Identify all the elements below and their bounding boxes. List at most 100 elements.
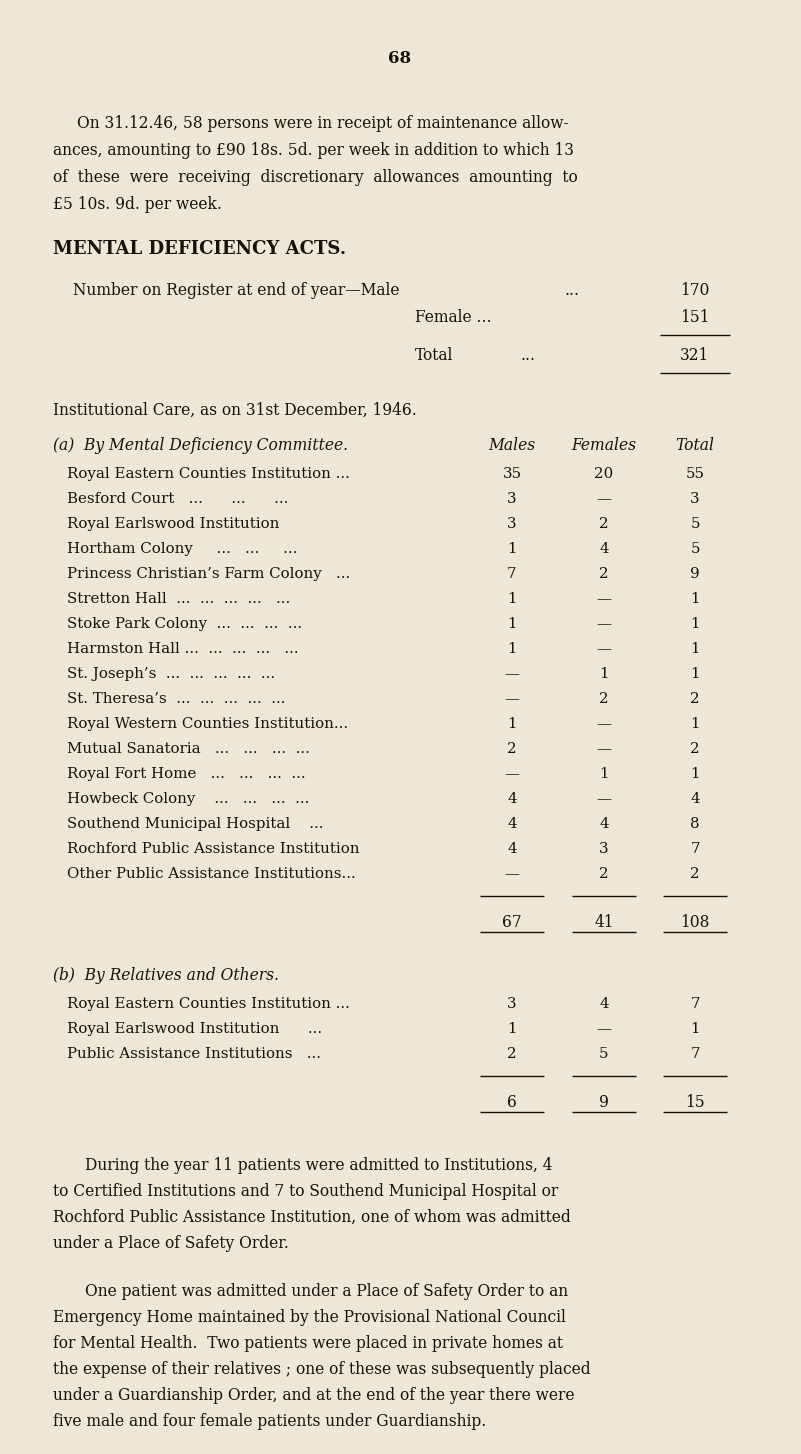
Text: 1: 1 xyxy=(690,643,700,656)
Text: Total: Total xyxy=(675,438,714,454)
Text: 2: 2 xyxy=(690,742,700,756)
Text: St. Joseph’s  ...  ...  ...  ...  ...: St. Joseph’s ... ... ... ... ... xyxy=(67,667,275,680)
Text: Royal Western Counties Institution...: Royal Western Counties Institution... xyxy=(67,717,348,731)
Text: 68: 68 xyxy=(388,49,412,67)
Text: 4: 4 xyxy=(507,842,517,856)
Text: —: — xyxy=(597,1022,611,1037)
Text: 2: 2 xyxy=(599,567,609,582)
Text: 1: 1 xyxy=(507,643,517,656)
Text: 3: 3 xyxy=(690,491,700,506)
Text: St. Theresa’s  ...  ...  ...  ...  ...: St. Theresa’s ... ... ... ... ... xyxy=(67,692,285,707)
Text: 4: 4 xyxy=(507,817,517,832)
Text: 41: 41 xyxy=(594,915,614,931)
Text: to Certified Institutions and 7 to Southend Municipal Hospital or: to Certified Institutions and 7 to South… xyxy=(53,1184,558,1200)
Text: Royal Eastern Counties Institution ...: Royal Eastern Counties Institution ... xyxy=(67,467,350,481)
Text: 1: 1 xyxy=(599,768,609,781)
Text: 3: 3 xyxy=(507,491,517,506)
Text: Institutional Care, as on 31st December, 1946.: Institutional Care, as on 31st December,… xyxy=(53,401,417,419)
Text: Mutual Sanatoria   ...   ...   ...  ...: Mutual Sanatoria ... ... ... ... xyxy=(67,742,310,756)
Text: —: — xyxy=(505,768,520,781)
Text: ...: ... xyxy=(520,348,535,364)
Text: 108: 108 xyxy=(680,915,710,931)
Text: Southend Municipal Hospital    ...: Southend Municipal Hospital ... xyxy=(67,817,324,832)
Text: 55: 55 xyxy=(686,467,705,481)
Text: for Mental Health.  Two patients were placed in private homes at: for Mental Health. Two patients were pla… xyxy=(53,1335,563,1352)
Text: Emergency Home maintained by the Provisional National Council: Emergency Home maintained by the Provisi… xyxy=(53,1309,566,1326)
Text: under a Guardianship Order, and at the end of the year there were: under a Guardianship Order, and at the e… xyxy=(53,1387,574,1405)
Text: 1: 1 xyxy=(690,717,700,731)
Text: 3: 3 xyxy=(507,997,517,1011)
Text: Males: Males xyxy=(489,438,536,454)
Text: 7: 7 xyxy=(690,1047,700,1061)
Text: 1: 1 xyxy=(599,667,609,680)
Text: 4: 4 xyxy=(690,792,700,806)
Text: of  these  were  receiving  discretionary  allowances  amounting  to: of these were receiving discretionary al… xyxy=(53,169,578,186)
Text: 3: 3 xyxy=(507,518,517,531)
Text: 1: 1 xyxy=(690,592,700,606)
Text: 2: 2 xyxy=(690,692,700,707)
Text: ances, amounting to £90 18s. 5d. per week in addition to which 13: ances, amounting to £90 18s. 5d. per wee… xyxy=(53,142,574,158)
Text: 5: 5 xyxy=(599,1047,609,1061)
Text: five male and four female patients under Guardianship.: five male and four female patients under… xyxy=(53,1413,486,1429)
Text: Rochford Public Assistance Institution, one of whom was admitted: Rochford Public Assistance Institution, … xyxy=(53,1208,571,1226)
Text: 2: 2 xyxy=(599,518,609,531)
Text: —: — xyxy=(597,616,611,631)
Text: —: — xyxy=(597,742,611,756)
Text: 4: 4 xyxy=(599,817,609,832)
Text: Number on Register at end of year—Male: Number on Register at end of year—Male xyxy=(73,282,400,300)
Text: Royal Earlswood Institution: Royal Earlswood Institution xyxy=(67,518,280,531)
Text: One patient was admitted under a Place of Safety Order to an: One patient was admitted under a Place o… xyxy=(85,1282,568,1300)
Text: (a)  By Mental Deficiency Committee.: (a) By Mental Deficiency Committee. xyxy=(53,438,348,454)
Text: 4: 4 xyxy=(599,997,609,1011)
Text: 4: 4 xyxy=(599,542,609,555)
Text: 7: 7 xyxy=(507,567,517,582)
Text: 2: 2 xyxy=(599,867,609,881)
Text: 5: 5 xyxy=(690,518,700,531)
Text: Royal Fort Home   ...   ...   ...  ...: Royal Fort Home ... ... ... ... xyxy=(67,768,306,781)
Text: On 31.12.46, 58 persons were in receipt of maintenance allow-: On 31.12.46, 58 persons were in receipt … xyxy=(77,115,569,132)
Text: 1: 1 xyxy=(690,1022,700,1037)
Text: 9: 9 xyxy=(599,1093,609,1111)
Text: 8: 8 xyxy=(690,817,700,832)
Text: 1: 1 xyxy=(690,768,700,781)
Text: Harmston Hall ...  ...  ...  ...   ...: Harmston Hall ... ... ... ... ... xyxy=(67,643,299,656)
Text: under a Place of Safety Order.: under a Place of Safety Order. xyxy=(53,1234,289,1252)
Text: Other Public Assistance Institutions...: Other Public Assistance Institutions... xyxy=(67,867,356,881)
Text: Female ...: Female ... xyxy=(415,310,492,326)
Text: —: — xyxy=(597,592,611,606)
Text: the expense of their relatives ; one of these was subsequently placed: the expense of their relatives ; one of … xyxy=(53,1361,590,1378)
Text: —: — xyxy=(505,692,520,707)
Text: 1: 1 xyxy=(690,667,700,680)
Text: Stoke Park Colony  ...  ...  ...  ...: Stoke Park Colony ... ... ... ... xyxy=(67,616,302,631)
Text: 1: 1 xyxy=(507,616,517,631)
Text: 35: 35 xyxy=(502,467,521,481)
Text: 2: 2 xyxy=(690,867,700,881)
Text: 7: 7 xyxy=(690,997,700,1011)
Text: Princess Christian’s Farm Colony   ...: Princess Christian’s Farm Colony ... xyxy=(67,567,350,582)
Text: 2: 2 xyxy=(599,692,609,707)
Text: —: — xyxy=(597,491,611,506)
Text: 1: 1 xyxy=(507,592,517,606)
Text: —: — xyxy=(505,867,520,881)
Text: —: — xyxy=(505,667,520,680)
Text: 7: 7 xyxy=(690,842,700,856)
Text: Royal Eastern Counties Institution ...: Royal Eastern Counties Institution ... xyxy=(67,997,350,1011)
Text: MENTAL DEFICIENCY ACTS.: MENTAL DEFICIENCY ACTS. xyxy=(53,240,346,257)
Text: Females: Females xyxy=(571,438,637,454)
Text: (b)  By Relatives and Others.: (b) By Relatives and Others. xyxy=(53,967,279,984)
Text: 1: 1 xyxy=(507,542,517,555)
Text: —: — xyxy=(597,792,611,806)
Text: 170: 170 xyxy=(680,282,710,300)
Text: During the year 11 patients were admitted to Institutions, 4: During the year 11 patients were admitte… xyxy=(85,1157,553,1173)
Text: 6: 6 xyxy=(507,1093,517,1111)
Text: 1: 1 xyxy=(507,717,517,731)
Text: —: — xyxy=(597,643,611,656)
Text: £5 10s. 9d. per week.: £5 10s. 9d. per week. xyxy=(53,196,222,212)
Text: Total: Total xyxy=(415,348,453,364)
Text: Public Assistance Institutions   ...: Public Assistance Institutions ... xyxy=(67,1047,321,1061)
Text: 67: 67 xyxy=(502,915,521,931)
Text: 5: 5 xyxy=(690,542,700,555)
Text: 9: 9 xyxy=(690,567,700,582)
Text: 1: 1 xyxy=(507,1022,517,1037)
Text: 321: 321 xyxy=(680,348,709,364)
